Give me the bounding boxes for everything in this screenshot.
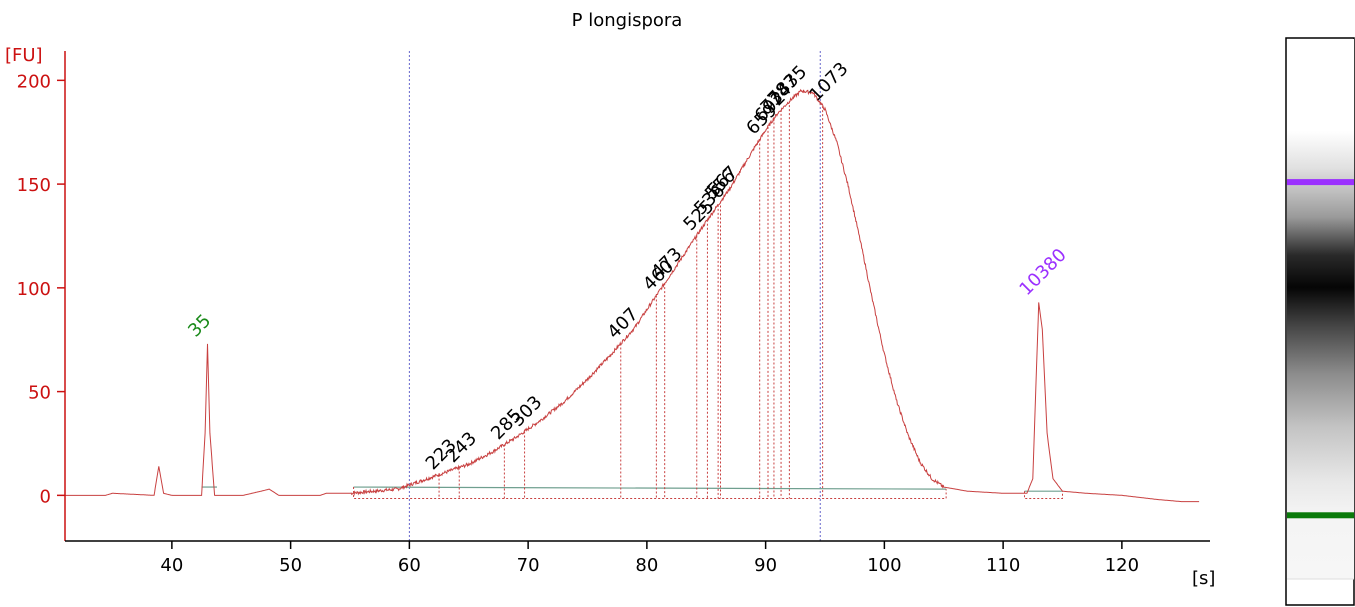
- gel-smear: [1287, 39, 1354, 579]
- x-axis-label: [s]: [1192, 568, 1215, 589]
- upper-marker-label: 10380: [1015, 245, 1070, 300]
- x-tick-label: 100: [867, 555, 901, 576]
- chart-axes: 0 50 100 150 200 40 50 60 70 80 90 100 110 120: [17, 51, 1210, 576]
- chart-title: P longispora: [572, 10, 683, 31]
- y-tick-label: 200: [17, 71, 51, 92]
- y-tick-label: 150: [17, 175, 51, 196]
- lower-marker-label: 35: [184, 310, 215, 341]
- y-tick-label: 100: [17, 279, 51, 300]
- x-tick-label: 40: [160, 555, 183, 576]
- y-axis-label: [FU]: [5, 45, 43, 66]
- x-tick-label: 70: [517, 555, 540, 576]
- peak-label: 407: [603, 304, 642, 343]
- y-tick-label: 0: [40, 486, 51, 507]
- chart-marks: 2232432853034074604735255365565676596927…: [184, 58, 1071, 474]
- y-tick-label: 50: [28, 383, 51, 404]
- peak-label: 1073: [805, 58, 852, 105]
- region-box: [1024, 491, 1063, 499]
- trace-line: [65, 88, 1200, 503]
- x-tick-label: 80: [635, 555, 658, 576]
- x-tick-label: 110: [986, 555, 1020, 576]
- gel-band: [1287, 179, 1354, 186]
- plot-area: [65, 51, 1200, 541]
- x-tick-label: 120: [1105, 555, 1139, 576]
- x-tick-label: 90: [754, 555, 777, 576]
- gel-band: [1287, 512, 1354, 519]
- x-tick-label: 50: [279, 555, 302, 576]
- baseline-segment: [353, 486, 947, 490]
- gel-lane: [1285, 37, 1355, 606]
- x-tick-label: 60: [398, 555, 421, 576]
